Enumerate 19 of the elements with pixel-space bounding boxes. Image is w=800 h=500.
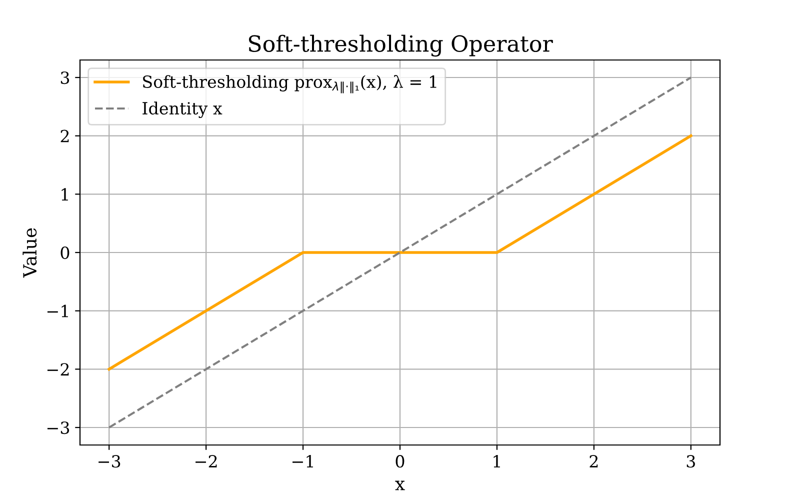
x-tick-label: −1 [292, 455, 313, 468]
x-tick-label: −2 [196, 455, 217, 468]
y-tick-label: 3 [60, 71, 70, 84]
x-tick-label: 3 [686, 455, 695, 468]
x-tick-label: −3 [98, 455, 120, 468]
x-tick-label: 2 [590, 455, 598, 468]
y-tick-label: −1 [47, 304, 68, 318]
y-tick-label: −3 [47, 421, 70, 434]
x-tick-label: 0 [396, 455, 404, 468]
legend-label: Identity x [142, 102, 222, 118]
legend-label: Soft-thresholding prox$_{λ‖·‖₁}$(x), λ = 1 [143, 75, 436, 94]
chart-title: Soft-thresholding Operator [248, 34, 553, 57]
y-axis-title: Value [22, 228, 37, 278]
y-tick-label: 0 [60, 246, 70, 260]
y-tick-label: 1 [62, 188, 68, 200]
x-tick-label: 1 [494, 455, 500, 468]
y-tick-label: 2 [60, 130, 69, 142]
y-tick-label: −2 [47, 363, 69, 376]
x-axis-title: x [395, 480, 405, 490]
